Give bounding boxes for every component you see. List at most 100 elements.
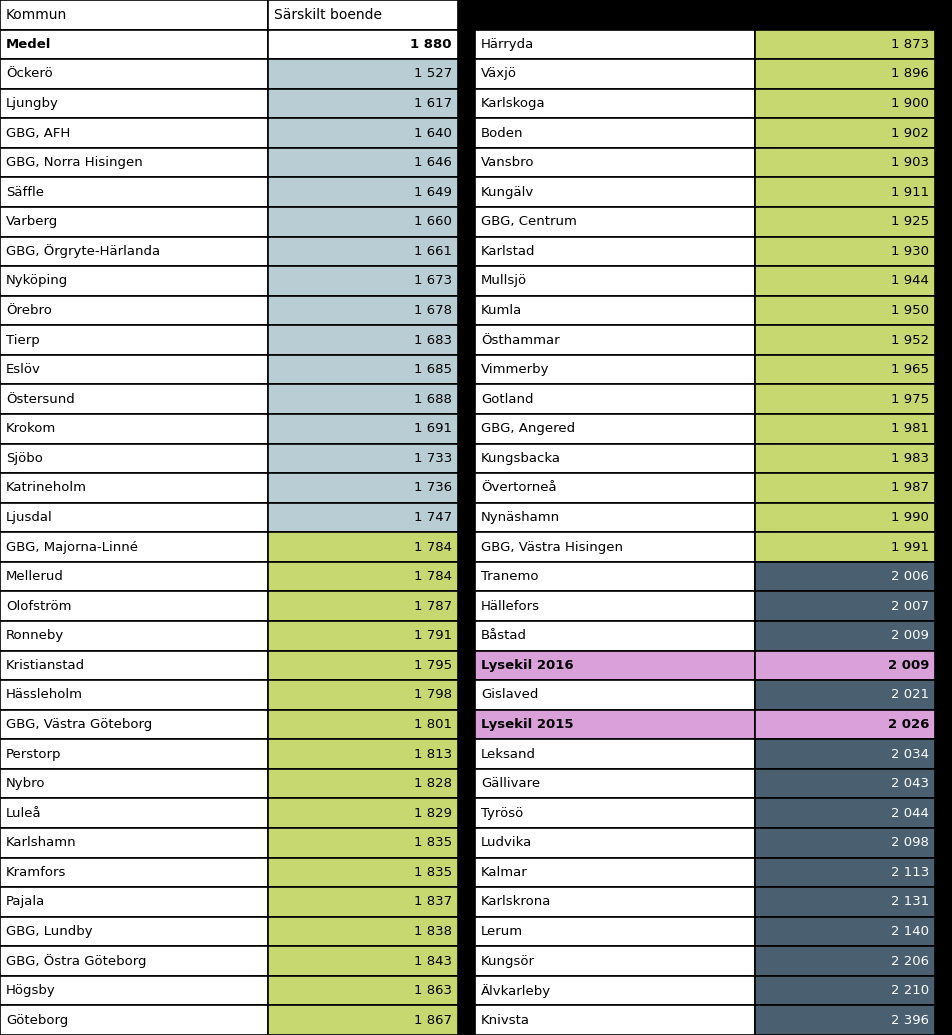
Text: GBG, Västra Hisingen: GBG, Västra Hisingen xyxy=(481,540,623,554)
Bar xyxy=(475,384,755,414)
Bar xyxy=(475,828,755,858)
Text: 1 952: 1 952 xyxy=(891,333,929,347)
Bar xyxy=(0,266,268,296)
Text: Perstorp: Perstorp xyxy=(6,747,62,761)
Text: Luleå: Luleå xyxy=(6,806,42,820)
Bar xyxy=(755,473,935,503)
Text: Kungsör: Kungsör xyxy=(481,954,535,968)
Bar xyxy=(0,532,268,562)
Text: 1 900: 1 900 xyxy=(891,97,929,110)
Bar xyxy=(755,266,935,296)
Bar xyxy=(475,917,755,946)
Text: 2 131: 2 131 xyxy=(891,895,929,909)
Text: 2 140: 2 140 xyxy=(891,925,929,938)
Text: 1 944: 1 944 xyxy=(891,274,929,288)
Text: Hässleholm: Hässleholm xyxy=(6,688,83,702)
Text: Sjöbo: Sjöbo xyxy=(6,452,43,465)
Bar xyxy=(475,680,755,710)
Bar xyxy=(0,946,268,976)
Bar xyxy=(268,444,458,473)
Text: 1 798: 1 798 xyxy=(414,688,452,702)
Bar xyxy=(755,118,935,148)
Bar xyxy=(268,887,458,917)
Text: 2 009: 2 009 xyxy=(887,659,929,672)
Text: Leksand: Leksand xyxy=(481,747,536,761)
Text: 1 902: 1 902 xyxy=(891,126,929,140)
Bar xyxy=(755,769,935,798)
Text: 1 880: 1 880 xyxy=(410,38,452,51)
Bar xyxy=(475,858,755,887)
Bar xyxy=(475,207,755,237)
Bar xyxy=(268,355,458,384)
Text: Lerum: Lerum xyxy=(481,925,524,938)
Text: 1 843: 1 843 xyxy=(414,954,452,968)
Text: 1 691: 1 691 xyxy=(414,422,452,436)
Text: 1 649: 1 649 xyxy=(414,185,452,199)
Text: 1 896: 1 896 xyxy=(891,67,929,81)
Bar xyxy=(475,976,755,1005)
Bar xyxy=(268,177,458,207)
Text: Kalmar: Kalmar xyxy=(481,866,527,879)
Text: Tyrösö: Tyrösö xyxy=(481,806,524,820)
Text: Varberg: Varberg xyxy=(6,215,58,229)
Bar xyxy=(268,207,458,237)
Text: Kungälv: Kungälv xyxy=(481,185,534,199)
Bar xyxy=(268,148,458,177)
Bar xyxy=(755,148,935,177)
Bar xyxy=(0,325,268,355)
Text: Säffle: Säffle xyxy=(6,185,44,199)
Bar xyxy=(0,296,268,325)
Text: 1 991: 1 991 xyxy=(891,540,929,554)
Text: Karlskoga: Karlskoga xyxy=(481,97,545,110)
Bar xyxy=(268,976,458,1005)
Text: 1 829: 1 829 xyxy=(414,806,452,820)
Text: 1 838: 1 838 xyxy=(414,925,452,938)
Text: GBG, Örgryte-Härlanda: GBG, Örgryte-Härlanda xyxy=(6,244,160,259)
Text: Ljungby: Ljungby xyxy=(6,97,59,110)
Text: 1 661: 1 661 xyxy=(414,245,452,258)
Bar xyxy=(475,503,755,532)
Bar xyxy=(268,946,458,976)
Bar xyxy=(0,177,268,207)
Bar xyxy=(475,325,755,355)
Text: 2 043: 2 043 xyxy=(891,777,929,790)
Text: Nybro: Nybro xyxy=(6,777,46,790)
Text: Mullsjö: Mullsjö xyxy=(481,274,527,288)
Bar xyxy=(755,651,935,680)
Text: 1 867: 1 867 xyxy=(414,1013,452,1027)
Text: GBG, Centrum: GBG, Centrum xyxy=(481,215,577,229)
Bar xyxy=(475,118,755,148)
Text: 1 646: 1 646 xyxy=(414,156,452,169)
Bar xyxy=(755,444,935,473)
Bar xyxy=(475,89,755,118)
Bar xyxy=(268,1005,458,1035)
Bar xyxy=(755,946,935,976)
Text: 1 835: 1 835 xyxy=(414,866,452,879)
Bar xyxy=(755,89,935,118)
Text: 1 527: 1 527 xyxy=(414,67,452,81)
Bar xyxy=(0,887,268,917)
Bar xyxy=(475,473,755,503)
Text: 1 640: 1 640 xyxy=(414,126,452,140)
Text: 1 791: 1 791 xyxy=(414,629,452,643)
Text: Katrineholm: Katrineholm xyxy=(6,481,87,495)
Bar xyxy=(0,1005,268,1035)
Text: 1 981: 1 981 xyxy=(891,422,929,436)
Text: 1 685: 1 685 xyxy=(414,363,452,376)
Bar xyxy=(268,680,458,710)
Bar xyxy=(0,355,268,384)
Text: Gislaved: Gislaved xyxy=(481,688,539,702)
Bar xyxy=(755,384,935,414)
Bar xyxy=(475,30,755,59)
Bar xyxy=(755,680,935,710)
Text: Kramfors: Kramfors xyxy=(6,866,67,879)
Text: 1 983: 1 983 xyxy=(891,452,929,465)
Bar xyxy=(755,414,935,444)
Bar xyxy=(475,296,755,325)
Bar xyxy=(0,89,268,118)
Bar xyxy=(268,917,458,946)
Text: Mellerud: Mellerud xyxy=(6,570,64,583)
Text: Lysekil 2016: Lysekil 2016 xyxy=(481,659,574,672)
Text: 2 026: 2 026 xyxy=(887,718,929,731)
Text: GBG, Angered: GBG, Angered xyxy=(481,422,575,436)
